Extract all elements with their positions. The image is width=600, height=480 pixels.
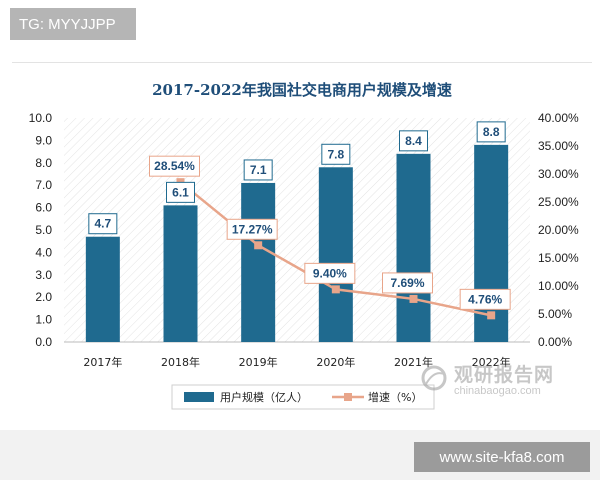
legend-line-label: 增速（%）	[368, 390, 422, 404]
left-tick-label: 10.0	[29, 111, 53, 125]
bar-value-label-box	[243, 159, 273, 181]
bar	[396, 153, 431, 342]
rate-value-label: 28.54%	[154, 159, 195, 173]
legend-bar-label: 用户规模（亿人）	[220, 390, 308, 404]
right-tick-label: 5.00%	[538, 307, 572, 321]
tg-badge-text: TG: MYYJJPP	[19, 15, 116, 33]
left-tick-label: 1.0	[35, 313, 52, 327]
right-tick-label: 15.00%	[538, 251, 579, 265]
left-tick-label: 5.0	[35, 223, 52, 237]
bar-value-label: 4.7	[94, 217, 111, 231]
rate-value-label-box	[382, 272, 433, 294]
left-tick-label: 8.0	[35, 156, 52, 170]
category-label: 2017年	[83, 355, 122, 369]
left-tick-label: 2.0	[35, 290, 52, 304]
right-tick-label: 10.00%	[538, 279, 579, 293]
legend-box	[171, 384, 435, 410]
bar-value-label-box	[476, 121, 506, 143]
rate-value-label-box	[149, 155, 200, 177]
rate-value-label: 17.27%	[232, 222, 273, 236]
category-label: 2020年	[316, 355, 355, 369]
site-badge-text: www.site-kfa8.com	[439, 448, 565, 466]
plot-area-hatch	[64, 118, 530, 342]
right-axis-ticks: 0.00% 5.00% 10.00% 15.00% 20.00% 25.00% 30.00%…	[538, 111, 579, 349]
left-axis-ticks: 0.0 1.0 2.0 3.0 4.0 5.0 6.0 7.0 8.0 9.0 10.0	[29, 111, 53, 349]
rate-marker	[254, 241, 263, 250]
bar-labels-group: 4.7 6.1 7.1 7.8 8.4 8.8	[88, 121, 506, 235]
bar-value-label: 7.1	[250, 163, 267, 177]
legend: 用户规模（亿人） 增速（%）	[171, 384, 435, 410]
bar-value-label: 7.8	[327, 147, 344, 161]
watermark: 观研报告网 chinabaogao.com	[414, 358, 584, 408]
rate-marker	[487, 311, 496, 320]
bar	[85, 236, 120, 342]
right-tick-label: 0.00%	[538, 335, 572, 349]
left-tick-label: 4.0	[35, 245, 52, 259]
bar	[163, 205, 198, 342]
watermark-cn: 观研报告网	[454, 364, 555, 386]
tg-badge: TG: MYYJJPP	[10, 8, 136, 40]
category-label: 2021年	[394, 355, 433, 369]
rate-marker	[331, 285, 340, 294]
right-tick-label: 40.00%	[538, 111, 579, 125]
bar-value-label-box	[321, 143, 351, 165]
rate-value-label: 9.40%	[313, 266, 347, 280]
rate-value-label-box	[226, 218, 278, 240]
site-badge: www.site-kfa8.com	[414, 442, 590, 472]
bar	[318, 167, 353, 342]
bar-value-label: 8.8	[483, 125, 500, 139]
category-label: 2019年	[239, 355, 278, 369]
rate-value-label-box	[459, 288, 511, 310]
category-label: 2018年	[161, 355, 200, 369]
rate-value-label-box	[304, 262, 356, 284]
rate-value-label: 7.69%	[390, 276, 424, 290]
category-labels: 2017年 2018年 2019年 2020年 2021年 2022年	[83, 355, 510, 369]
rate-marker	[409, 294, 418, 303]
category-label: 2022年	[472, 355, 511, 369]
bar-value-label-box	[88, 213, 118, 235]
legend-bar-swatch	[184, 392, 214, 402]
legend-marker-swatch	[344, 393, 352, 401]
right-tick-label: 30.00%	[538, 167, 579, 181]
bar-value-label: 8.4	[405, 134, 422, 148]
chart-title: 2017-2022年我国社交电商用户规模及增速	[152, 81, 452, 99]
rate-labels-group: 28.54% 17.27% 9.40% 7.69% 4.76%	[149, 155, 511, 310]
bar	[241, 182, 276, 342]
left-tick-label: 9.0	[35, 133, 52, 147]
right-tick-label: 35.00%	[538, 139, 579, 153]
left-tick-label: 6.0	[35, 201, 52, 215]
bar-value-label-box	[166, 181, 195, 203]
watermark-logo-icon	[421, 365, 447, 391]
bar-value-label-box	[399, 130, 428, 152]
watermark-en: chinabaogao.com	[454, 385, 541, 397]
left-tick-label: 7.0	[35, 178, 52, 192]
chart-area: 2017-2022年我国社交电商用户规模及增速 0.0 1.0 2.0 3.0 4.0 5…	[12, 62, 592, 415]
left-tick-label: 0.0	[35, 335, 52, 349]
right-tick-label: 20.00%	[538, 223, 579, 237]
rate-value-label: 4.76%	[468, 292, 502, 306]
bar-value-label: 6.1	[172, 185, 189, 199]
right-tick-label: 25.00%	[538, 195, 579, 209]
chart-svg: 2017-2022年我国社交电商用户规模及增速 0.0 1.0 2.0 3.0 4.0 5…	[29, 81, 579, 410]
left-tick-label: 3.0	[35, 268, 52, 282]
